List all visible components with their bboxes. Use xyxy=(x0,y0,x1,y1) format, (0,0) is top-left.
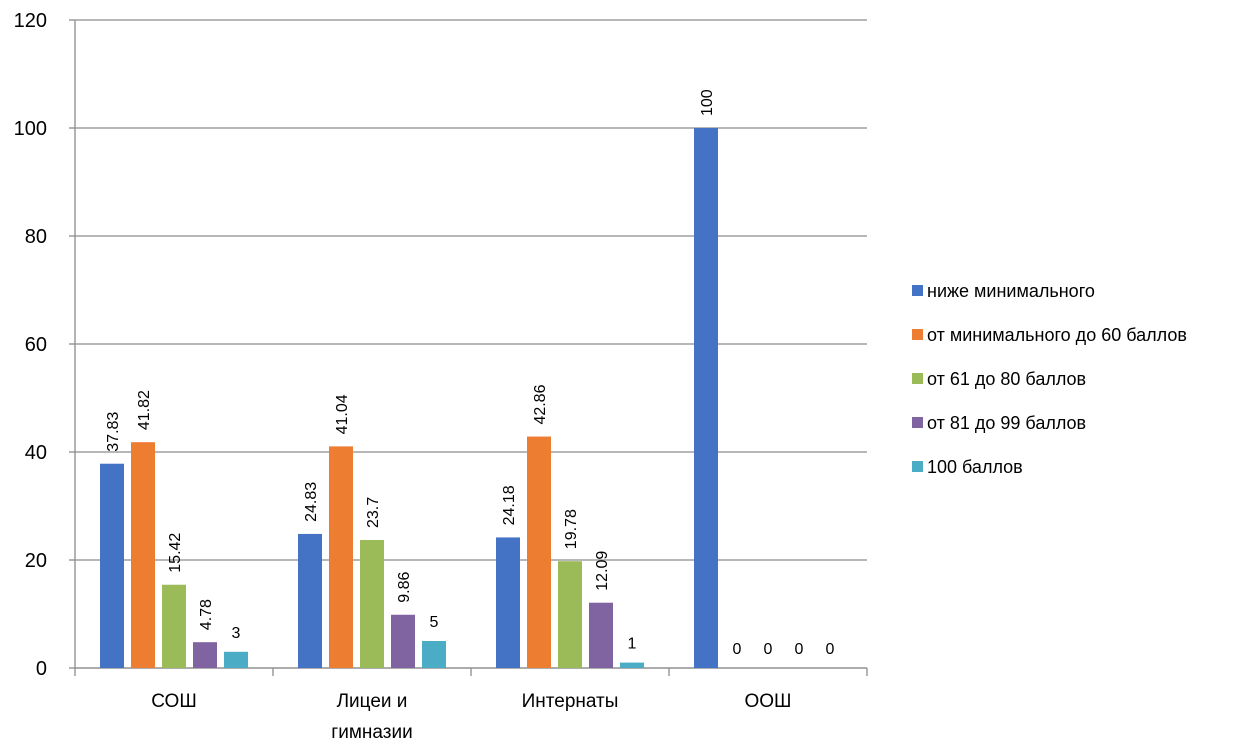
bar xyxy=(558,561,582,668)
y-tick-label: 100 xyxy=(14,118,47,140)
x-category-label: ООШ xyxy=(745,691,792,712)
bar xyxy=(298,533,322,668)
data-label: 5 xyxy=(430,614,439,631)
y-tick-label: 60 xyxy=(25,334,47,356)
y-tick-label: 80 xyxy=(25,226,47,248)
data-label: 0 xyxy=(826,641,835,658)
data-label: 0 xyxy=(764,641,773,658)
bar xyxy=(694,128,718,668)
x-category-label: Лицеи и xyxy=(337,691,408,712)
bar xyxy=(620,662,644,668)
legend-swatch xyxy=(912,373,923,384)
legend-swatch xyxy=(912,329,923,340)
bar xyxy=(422,641,446,668)
x-category-label: Интернаты xyxy=(522,691,619,712)
data-label: 0 xyxy=(733,641,742,658)
bar xyxy=(162,584,186,668)
bar xyxy=(224,651,248,668)
data-label: 9.86 xyxy=(396,572,413,603)
data-label: 100 xyxy=(699,89,716,116)
data-label: 15.42 xyxy=(167,533,184,573)
data-label: 42.86 xyxy=(532,384,549,424)
y-tick-label: 0 xyxy=(36,658,47,680)
data-label: 41.82 xyxy=(136,390,153,430)
data-label: 24.83 xyxy=(303,482,320,522)
data-label: 24.18 xyxy=(501,485,518,525)
y-tick-label: 20 xyxy=(25,550,47,572)
legend-label: ниже минимального xyxy=(927,281,1095,301)
bars-layer xyxy=(100,128,718,668)
bar xyxy=(391,614,415,668)
data-label: 41.04 xyxy=(334,394,351,434)
legend-swatch xyxy=(912,417,923,428)
legend-label: от 61 до 80 баллов xyxy=(927,369,1086,389)
grid-layer xyxy=(75,19,867,669)
bar xyxy=(527,436,551,668)
data-label: 1 xyxy=(628,636,637,653)
x-category-label: СОШ xyxy=(151,691,197,712)
data-label: 0 xyxy=(795,641,804,658)
data-label: 12.09 xyxy=(594,551,611,591)
data-label: 3 xyxy=(232,625,241,642)
data-label: 37.83 xyxy=(105,412,122,452)
bar xyxy=(329,446,353,668)
legend: ниже минимального от минимального до 60 б… xyxy=(912,281,1187,477)
bar xyxy=(100,463,124,668)
bar xyxy=(193,642,217,668)
bar xyxy=(589,602,613,668)
data-labels-layer: 37.83 41.82 15.42 4.78 3 24.83 41.04 23.7 9.86 5 2… xyxy=(105,89,835,658)
legend-label: от 81 до 99 баллов xyxy=(927,413,1086,433)
legend-label: от минимального до 60 баллов xyxy=(927,325,1187,345)
bar xyxy=(360,540,384,668)
bar xyxy=(131,442,155,668)
y-tick-label: 120 xyxy=(14,10,47,32)
x-category-label: гимназии xyxy=(331,722,412,742)
data-label: 23.7 xyxy=(365,497,382,528)
legend-swatch xyxy=(912,461,923,472)
legend-swatch xyxy=(912,285,923,296)
bar xyxy=(496,537,520,668)
y-tick-label: 40 xyxy=(25,442,47,464)
data-label: 19.78 xyxy=(563,509,580,549)
legend-label: 100 баллов xyxy=(927,457,1023,477)
data-label: 4.78 xyxy=(198,599,215,630)
